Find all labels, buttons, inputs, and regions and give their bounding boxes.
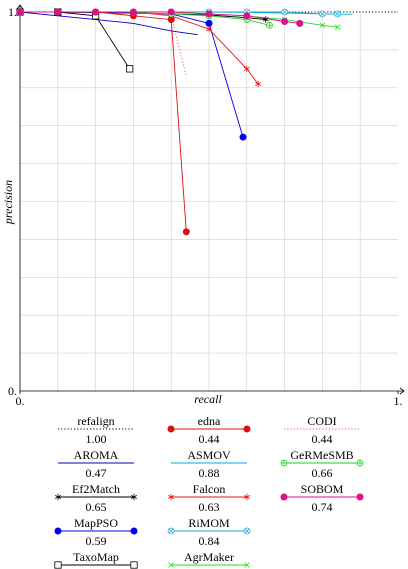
legend-item-ef2match: Ef2Match 0.65 [55, 482, 137, 514]
x-axis-label: recall [194, 392, 222, 406]
legend-value: 0.63 [199, 500, 220, 514]
legend-item-rimom: RiMOM 0.84 [167, 516, 251, 548]
legend: refalign 1.00 AROMA 0.47 Ef2Match 0.65 MapPSO 0… [54, 414, 364, 569]
point-sobom [167, 8, 175, 16]
legend-item-falcon: Falcon 0.63 [168, 482, 250, 514]
x-tick-label: 0. [16, 394, 25, 408]
point-sobom [92, 8, 100, 16]
legend-value: 0.88 [199, 466, 220, 480]
legend-marker [54, 527, 62, 535]
x-axis-arrow [399, 387, 405, 395]
legend-marker [130, 527, 138, 535]
legend-item-germesmb: GeRMeSMB 0.66 [280, 448, 364, 480]
legend-value: 0.74 [312, 500, 333, 514]
legend-item-sobom: SOBOM 0.74 [280, 482, 364, 514]
series-line-falcon [20, 11, 259, 85]
grid [20, 12, 398, 391]
legend-label: MapPSO [74, 516, 118, 530]
legend-label: edna [198, 414, 221, 428]
point-sobom [54, 8, 62, 16]
legend-item-asmov: ASMOV 0.88 [171, 448, 247, 480]
legend-label: AROMA [74, 448, 119, 462]
legend-label: AgrMaker [184, 550, 234, 564]
point-sobom [129, 8, 137, 16]
point-sobom [16, 8, 24, 16]
legend-value: 0.44 [312, 432, 333, 446]
legend-marker [55, 493, 61, 501]
x-tick-label: 1. [394, 394, 403, 408]
legend-item-aroma: AROMA 0.47 [58, 448, 134, 480]
y-axis-label: precision [1, 180, 15, 225]
legend-marker [356, 493, 364, 501]
legend-item-taxomap: TaxoMap0.29 [54, 550, 138, 569]
legend-value: 0.65 [86, 500, 107, 514]
legend-marker [280, 493, 288, 501]
legend-value: 1.00 [86, 432, 107, 446]
point-sobom [205, 10, 213, 18]
point-edna [182, 228, 190, 236]
series-line-taxomap [20, 11, 130, 70]
point-falcon [243, 65, 250, 73]
point-agrmaker [319, 22, 326, 29]
axes [16, 4, 405, 395]
legend-value: 0.59 [86, 534, 107, 548]
legend-marker [167, 527, 175, 535]
series-line-aroma [19, 11, 198, 36]
legend-marker [54, 561, 62, 569]
point-taxomap [126, 65, 134, 73]
point-rimom [334, 10, 341, 18]
legend-label: Falcon [193, 482, 226, 496]
legend-label: TaxoMap [73, 550, 119, 564]
point-falcon [206, 25, 212, 33]
legend-marker [168, 562, 174, 568]
tick-labels: 0. 1. 0. 1. [8, 5, 403, 408]
point-sobom [243, 12, 251, 20]
legend-marker [356, 459, 364, 467]
legend-label: ASMOV [187, 448, 231, 462]
legend-value: 0.66 [312, 466, 333, 480]
y-tick-label: 0. [8, 384, 17, 398]
legend-label: SOBOM [301, 482, 344, 496]
legend-value: 0.47 [86, 466, 107, 480]
legend-marker [131, 493, 137, 501]
point-germesmb [266, 21, 273, 29]
point-agrmaker [334, 24, 341, 30]
legend-value: 0.84 [199, 534, 220, 548]
series-line-codi [20, 11, 187, 77]
legend-label: GeRMeSMB [290, 448, 353, 462]
legend-label: refalign [77, 414, 114, 428]
y-tick-label: 1. [8, 5, 17, 19]
legend-item-mappso: MapPSO 0.59 [54, 516, 138, 548]
legend-marker [243, 527, 251, 535]
legend-value: 0.44 [199, 432, 220, 446]
legend-item-codi: CODI 0.44 [284, 414, 360, 446]
series-line-mappso [20, 11, 244, 138]
point-rimom [318, 10, 326, 18]
legend-marker [130, 561, 138, 569]
point-rimom [281, 8, 289, 16]
point-sobom [281, 17, 289, 25]
legend-marker [244, 562, 250, 568]
point-ef2match [262, 16, 269, 23]
legend-marker [243, 425, 251, 433]
y-axis-arrow [16, 4, 24, 10]
legend-marker [168, 493, 174, 501]
legend-item-refalign: refalign 1.00 [58, 414, 134, 446]
legend-item-agrmaker: AgrMaker0.84 [168, 550, 250, 569]
point-sobom [296, 19, 304, 27]
legend-label: RiMOM [188, 516, 230, 530]
point-mappso [239, 133, 247, 141]
series-markers [16, 8, 341, 236]
legend-marker [280, 459, 288, 467]
legend-label: Ef2Match [72, 482, 120, 496]
legend-item-edna: edna 0.44 [167, 414, 251, 446]
point-falcon [255, 80, 262, 88]
point-mappso [205, 19, 213, 27]
legend-marker [167, 425, 175, 433]
legend-label: CODI [307, 414, 336, 428]
legend-marker [244, 493, 250, 501]
series-line-edna [20, 11, 187, 232]
